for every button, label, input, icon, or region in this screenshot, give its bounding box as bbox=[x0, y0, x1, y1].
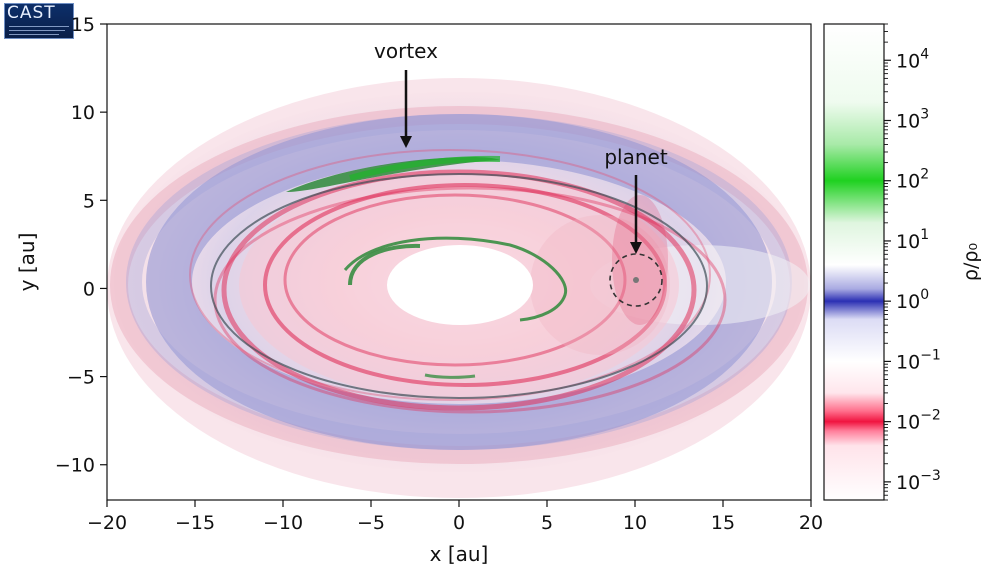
y-axis-ticks: −10 −5 0 5 10 15 bbox=[55, 14, 107, 477]
planet-dot bbox=[633, 277, 639, 283]
planet-wake-spiral bbox=[612, 195, 668, 325]
colorbar-tick-exponent: 1 bbox=[920, 227, 929, 243]
annotations: vortex planet bbox=[374, 39, 668, 254]
colorbar-tick-exponent: 3 bbox=[920, 106, 929, 122]
colorbar-tick-label: 102 bbox=[896, 167, 929, 193]
colorbar-tick-label: 10−2 bbox=[896, 408, 941, 434]
colorbar-frame bbox=[823, 23, 885, 501]
x-tick-label: 15 bbox=[711, 512, 735, 534]
planet-arrow-head bbox=[630, 242, 642, 254]
annotation-vortex: vortex bbox=[374, 39, 438, 63]
x-tick-label: 10 bbox=[623, 512, 647, 534]
inner-cavity bbox=[387, 245, 533, 325]
colorbar-tick-base: 10 bbox=[896, 291, 920, 313]
y-tick-label: −5 bbox=[67, 367, 95, 389]
x-tick-label: −20 bbox=[87, 512, 127, 534]
red-ring-3 bbox=[283, 193, 627, 367]
x-tick-label: −10 bbox=[263, 512, 303, 534]
colorbar-tick-base: 10 bbox=[896, 412, 920, 434]
x-tick-label: 0 bbox=[453, 512, 465, 534]
colorbar-tick-exponent: 0 bbox=[920, 287, 929, 303]
x-axis-ticks: −20 −15 −10 −5 0 5 10 15 20 bbox=[87, 500, 823, 534]
red-ring-4 bbox=[213, 186, 727, 414]
x-tick-label: −15 bbox=[175, 512, 215, 534]
green-bottom-arc bbox=[424, 373, 476, 379]
colorbar-tick-base: 10 bbox=[896, 231, 920, 253]
vortex bbox=[286, 157, 500, 192]
colorbar-tick-exponent: −3 bbox=[920, 468, 941, 484]
vortex-core bbox=[349, 155, 501, 181]
y-tick-label: −10 bbox=[55, 455, 95, 477]
logo-text: CAST bbox=[7, 3, 56, 23]
colorbar-tick-base: 10 bbox=[896, 110, 920, 132]
x-axis-label: x [au] bbox=[430, 542, 489, 566]
red-ring-2 bbox=[263, 183, 667, 387]
x-tick-label: −5 bbox=[357, 512, 385, 534]
logo-line bbox=[9, 34, 59, 35]
logo-line bbox=[9, 30, 65, 31]
colorbar-tick-base: 10 bbox=[896, 472, 920, 494]
cast-logo: CAST bbox=[4, 3, 74, 39]
y-tick-label: 0 bbox=[83, 278, 95, 300]
green-inner-arc bbox=[343, 236, 568, 322]
colorbar-fill bbox=[824, 24, 884, 500]
colorbar-tick-exponent: 2 bbox=[920, 167, 929, 183]
colorbar-tick-label: 101 bbox=[896, 227, 929, 253]
annotation-planet: planet bbox=[604, 145, 667, 169]
colorbar-tick-base: 10 bbox=[896, 50, 920, 72]
colorbar-tick-label: 10−3 bbox=[896, 468, 941, 494]
colorbar-tick-base: 10 bbox=[896, 171, 920, 193]
colorbar-tick-label: 100 bbox=[896, 287, 929, 313]
colorbar-tick-exponent: −2 bbox=[920, 408, 941, 424]
logo-line bbox=[9, 26, 69, 27]
colorbar-tick-label: 103 bbox=[896, 106, 929, 132]
colorbar-tick-exponent: −1 bbox=[920, 347, 941, 363]
y-tick-label: 10 bbox=[71, 102, 95, 124]
y-axis-label: y [au] bbox=[15, 233, 39, 292]
red-ring-5 bbox=[189, 149, 711, 401]
x-tick-label: 20 bbox=[799, 512, 823, 534]
gray-ring bbox=[210, 173, 708, 399]
red-ring-1 bbox=[221, 169, 697, 411]
y-tick-label: 15 bbox=[71, 14, 95, 36]
vortex-arrow-head bbox=[400, 136, 412, 148]
colorbar-tick-label: 104 bbox=[896, 46, 929, 72]
green-inner-arc-2 bbox=[348, 243, 421, 286]
colorbar-tick-label: 10−1 bbox=[896, 347, 941, 373]
colorbar-tick-base: 10 bbox=[896, 351, 920, 373]
y-tick-label: 5 bbox=[83, 190, 95, 212]
x-tick-label: 5 bbox=[541, 512, 553, 534]
colorbar-tick-exponent: 4 bbox=[920, 46, 929, 62]
disk-image bbox=[107, 78, 811, 498]
colorbar-label: ρ/ρ₀ bbox=[960, 243, 982, 281]
